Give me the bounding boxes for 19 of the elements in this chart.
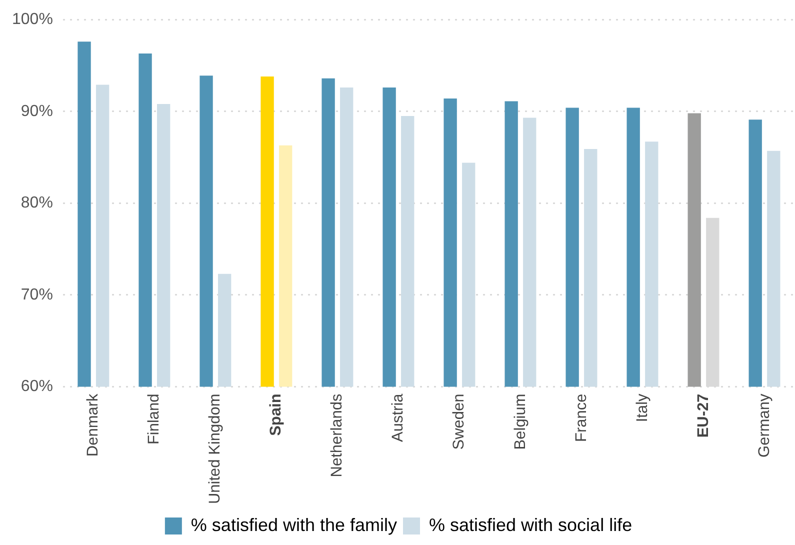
x-tick-label: France — [572, 394, 590, 442]
legend-label: % satisfied with the family — [190, 514, 397, 535]
x-tick-label: Italy — [634, 393, 651, 422]
y-tick-label: 100% — [12, 11, 53, 28]
y-tick-label: 80% — [20, 194, 53, 212]
x-tick-label: Austria — [390, 393, 407, 442]
x-tick-label: Denmark — [84, 393, 102, 457]
x-tick-label: Finland — [146, 394, 163, 445]
x-tick-label: Netherlands — [328, 393, 346, 478]
y-tick-label: 70% — [20, 286, 53, 304]
y-tick-label: 90% — [20, 102, 53, 120]
y-tick-label: 60% — [20, 378, 53, 396]
x-tick-label: United Kingdom — [206, 394, 224, 504]
x-tick-label: Spain — [268, 394, 285, 436]
x-tick-label: Belgium — [512, 394, 529, 450]
x-tick-label: EU-27 — [694, 394, 712, 438]
x-tick-label: Germany — [756, 393, 773, 458]
legend-label: % satisfied with social life — [429, 514, 632, 535]
x-tick-label: Sweden — [450, 394, 468, 450]
